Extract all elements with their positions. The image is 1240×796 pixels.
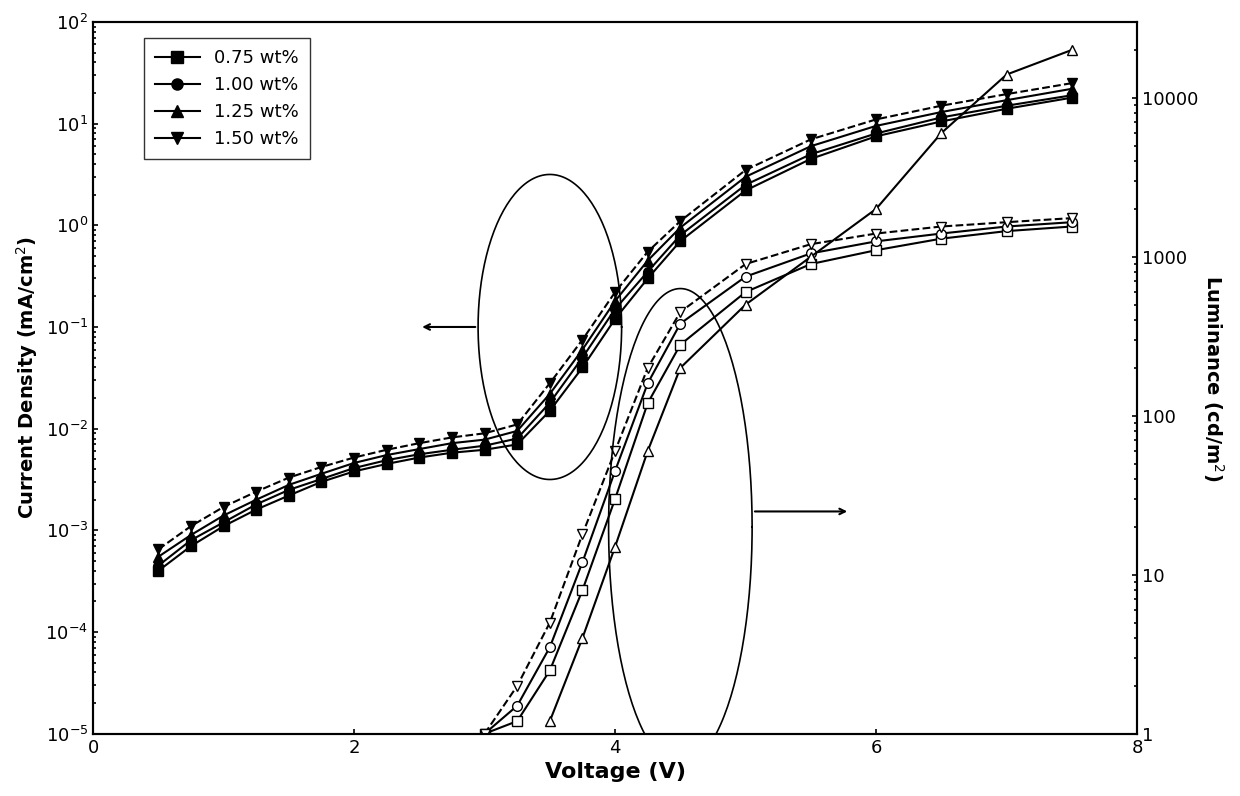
Y-axis label: Luminance (cd/m$^2$): Luminance (cd/m$^2$) bbox=[1202, 275, 1226, 481]
X-axis label: Voltage (V): Voltage (V) bbox=[544, 762, 686, 782]
Y-axis label: Current Density (mA/cm$^2$): Current Density (mA/cm$^2$) bbox=[14, 236, 40, 519]
Legend: 0.75 wt%, 1.00 wt%, 1.25 wt%, 1.50 wt%: 0.75 wt%, 1.00 wt%, 1.25 wt%, 1.50 wt% bbox=[144, 38, 310, 159]
